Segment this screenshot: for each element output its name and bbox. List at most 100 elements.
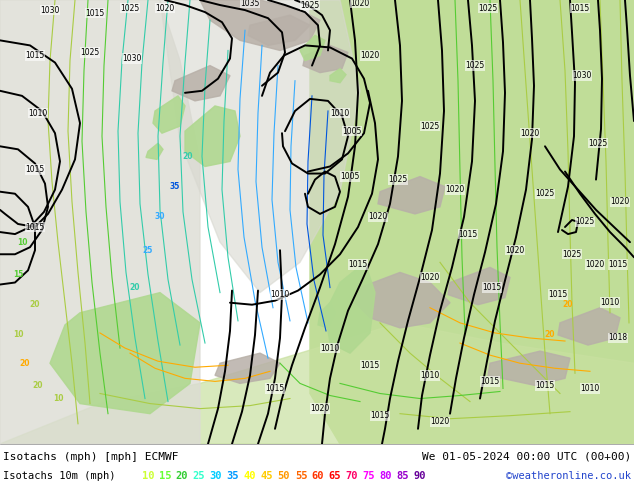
Text: 1015: 1015	[535, 381, 555, 390]
Polygon shape	[448, 268, 510, 305]
Text: 65: 65	[329, 471, 341, 481]
Polygon shape	[330, 69, 346, 83]
Text: 1010: 1010	[29, 108, 48, 118]
Text: 1020: 1020	[505, 245, 524, 255]
Text: 1010: 1010	[600, 298, 619, 307]
Text: 1020: 1020	[585, 260, 605, 269]
Polygon shape	[50, 293, 200, 414]
Text: 1005: 1005	[342, 126, 361, 136]
Text: 1010: 1010	[580, 384, 600, 393]
Text: 1025: 1025	[81, 48, 100, 57]
Text: 1020: 1020	[445, 185, 465, 194]
Text: 1010: 1010	[420, 371, 439, 380]
Text: 20: 20	[130, 283, 140, 292]
Text: 1015: 1015	[481, 377, 500, 386]
Text: 1015: 1015	[25, 165, 44, 174]
Text: 1025: 1025	[479, 3, 498, 13]
Text: 1020: 1020	[521, 129, 540, 138]
Text: 1030: 1030	[573, 71, 592, 80]
Text: 70: 70	[346, 471, 358, 481]
Text: 1015: 1015	[548, 290, 567, 299]
Polygon shape	[303, 46, 348, 73]
Text: 90: 90	[414, 471, 426, 481]
Text: 1005: 1005	[340, 172, 359, 181]
Text: 55: 55	[295, 471, 307, 481]
Text: 1015: 1015	[360, 361, 380, 370]
Polygon shape	[558, 308, 620, 345]
Text: 1025: 1025	[562, 250, 581, 259]
Text: 1025: 1025	[535, 189, 555, 198]
Text: 1020: 1020	[311, 404, 330, 413]
Text: 1010: 1010	[270, 290, 290, 299]
Text: 1015: 1015	[571, 3, 590, 13]
Text: Isotachs 10m (mph): Isotachs 10m (mph)	[3, 471, 115, 481]
Text: 1025: 1025	[588, 139, 607, 148]
Text: 80: 80	[380, 471, 392, 481]
Polygon shape	[0, 0, 200, 444]
Text: 1025: 1025	[465, 61, 484, 70]
Text: 1020: 1020	[360, 51, 380, 60]
Text: 20: 20	[30, 300, 40, 309]
Text: 1030: 1030	[122, 54, 141, 63]
Text: 1020: 1020	[351, 0, 370, 7]
Text: 1010: 1010	[320, 343, 340, 353]
Text: 1025: 1025	[389, 175, 408, 184]
Text: 1015: 1015	[370, 411, 390, 420]
Text: ©weatheronline.co.uk: ©weatheronline.co.uk	[506, 471, 631, 481]
Text: 20: 20	[176, 471, 188, 481]
Polygon shape	[318, 303, 335, 328]
Text: 1020: 1020	[420, 273, 439, 282]
Text: 1015: 1015	[458, 230, 477, 239]
Text: 1010: 1010	[330, 108, 349, 118]
Text: 30: 30	[155, 213, 165, 221]
Text: 1025: 1025	[576, 218, 595, 226]
Polygon shape	[300, 35, 325, 61]
Polygon shape	[185, 106, 240, 167]
Text: 25: 25	[193, 471, 205, 481]
Text: 35: 35	[170, 182, 180, 191]
Text: 1018: 1018	[609, 334, 628, 343]
Text: 1025: 1025	[420, 122, 439, 131]
Text: 60: 60	[312, 471, 324, 481]
Text: 15: 15	[158, 471, 171, 481]
Polygon shape	[310, 0, 634, 444]
Text: 35: 35	[227, 471, 239, 481]
Polygon shape	[215, 353, 280, 383]
Text: 20: 20	[563, 300, 573, 309]
Text: 1025: 1025	[301, 0, 320, 9]
Polygon shape	[0, 323, 634, 444]
Polygon shape	[160, 0, 360, 293]
Text: 10: 10	[53, 394, 63, 403]
Text: 1025: 1025	[120, 3, 139, 13]
Text: 45: 45	[261, 471, 273, 481]
Text: 1020: 1020	[611, 197, 630, 206]
Text: 20: 20	[33, 381, 43, 390]
Polygon shape	[325, 262, 375, 353]
Text: 75: 75	[363, 471, 375, 481]
Text: 1030: 1030	[41, 5, 60, 15]
Text: 1020: 1020	[155, 3, 174, 13]
Text: 85: 85	[397, 471, 410, 481]
Polygon shape	[355, 272, 450, 328]
Polygon shape	[248, 15, 310, 46]
Text: 10: 10	[13, 330, 23, 340]
Polygon shape	[378, 176, 445, 214]
Text: 20: 20	[20, 359, 30, 368]
Text: We 01-05-2024 00:00 UTC (00+00): We 01-05-2024 00:00 UTC (00+00)	[422, 452, 631, 462]
Polygon shape	[488, 351, 570, 386]
Polygon shape	[200, 0, 320, 50]
Text: 20: 20	[183, 152, 193, 161]
Text: 40: 40	[243, 471, 256, 481]
Polygon shape	[172, 66, 230, 101]
Polygon shape	[146, 143, 163, 159]
Text: 50: 50	[278, 471, 290, 481]
Text: 30: 30	[210, 471, 223, 481]
Text: 1020: 1020	[368, 213, 387, 221]
Text: 20: 20	[545, 330, 555, 340]
Text: 1015: 1015	[348, 260, 368, 269]
Text: 15: 15	[13, 270, 23, 279]
Text: 1015: 1015	[25, 51, 44, 60]
Text: 1015: 1015	[25, 222, 44, 231]
Text: Isotachs (mph) [mph] ECMWF: Isotachs (mph) [mph] ECMWF	[3, 452, 179, 462]
Text: 10: 10	[142, 471, 154, 481]
